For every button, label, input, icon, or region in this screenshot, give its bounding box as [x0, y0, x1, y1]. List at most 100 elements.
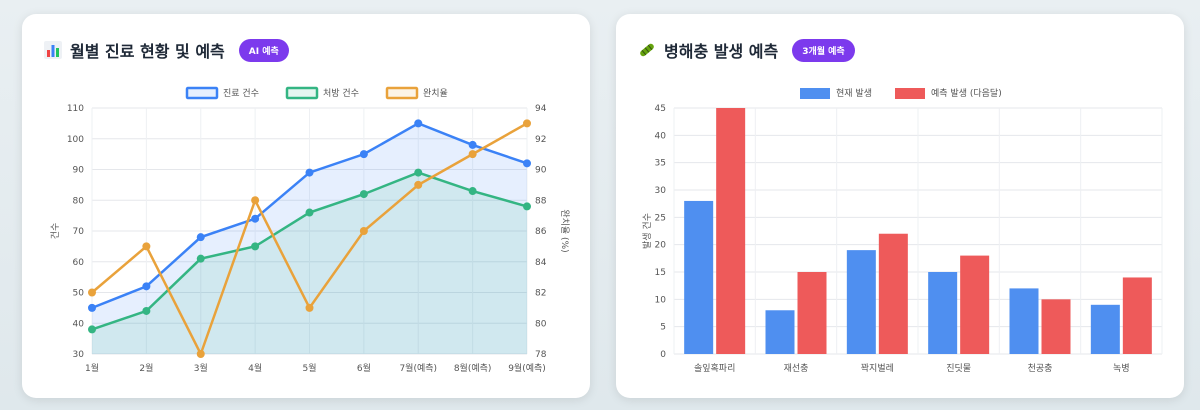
series-area: [92, 172, 527, 354]
legend-item: 현재 발생: [800, 88, 872, 99]
data-point: [142, 242, 151, 251]
x-tick-label: 7월(예측): [399, 362, 437, 374]
y2-tick-label: 80: [535, 319, 547, 329]
legend-label: 완치율: [423, 87, 448, 99]
y-tick-label: 15: [655, 268, 666, 278]
y-tick-label: 30: [655, 186, 667, 196]
bar-chart: 0 5 10 15 20 25 30 35 40 45 발생 건수 현재 발생 예측 발생 (다음달) 솔…: [642, 87, 1163, 374]
right-card-title: 병해충 발생 예측: [664, 42, 779, 61]
x-tick-label: 4월: [248, 362, 262, 374]
y-tick-label: 100: [67, 135, 84, 145]
bar: [765, 310, 795, 354]
x-tick-label: 천공충: [1028, 363, 1053, 374]
pest-forecast-card: 병해충 발생 예측 3개월 예측 0 5 10 15 20 25 30 35 40 45 발생 건수…: [616, 14, 1184, 398]
bar: [1041, 299, 1071, 354]
x-tick-label: 재선충: [784, 363, 809, 374]
data-point: [468, 140, 477, 149]
bar: [716, 108, 746, 354]
legend-item: 예측 발생 (다음달): [895, 87, 1002, 99]
y2-tick-label: 86: [535, 227, 547, 237]
right-card-header: 병해충 발생 예측 3개월 예측: [638, 38, 855, 62]
bar: [684, 200, 714, 354]
legend-item: 완치율: [385, 86, 448, 100]
legend-swatch: [185, 86, 219, 100]
x-tick-label: 5월: [302, 362, 316, 374]
y2-tick-label: 82: [535, 289, 546, 299]
monthly-treatment-card: 월별 진료 현황 및 예측 AI 예측 30 40 50 60 70 80 90 100 110…: [22, 14, 590, 398]
x-tick-label: 9월(예측): [508, 362, 546, 374]
left-card-header: 월별 진료 현황 및 예측 AI 예측: [44, 38, 289, 62]
data-point: [251, 196, 260, 205]
y-tick-label: 50: [73, 289, 85, 299]
data-point: [88, 303, 96, 312]
three-month-forecast-badge: 3개월 예측: [792, 38, 855, 62]
legend-label: 예측 발생 (다음달): [931, 87, 1002, 99]
y-tick-label: 90: [73, 166, 85, 176]
y-tick-label: 35: [655, 159, 666, 169]
data-point: [196, 254, 205, 263]
data-point: [414, 180, 423, 189]
legend-item: 진료 건수: [185, 86, 259, 100]
y2-tick-label: 92: [535, 135, 546, 145]
data-point: [305, 168, 314, 177]
data-point: [251, 242, 260, 251]
y-tick-label: 80: [73, 196, 85, 206]
data-point: [468, 187, 477, 196]
y-tick-label: 60: [73, 258, 85, 268]
data-point: [468, 150, 477, 159]
bar: [1009, 288, 1039, 354]
ai-forecast-badge: AI 예측: [238, 38, 289, 62]
x-tick-label: 꽉지벌레: [861, 362, 894, 374]
legend-label: 현재 발생: [836, 88, 872, 99]
y-tick-label: 5: [660, 323, 666, 333]
x-tick-label: 2월: [139, 362, 153, 374]
x-tick-label: 녹병: [1113, 363, 1130, 374]
x-tick-label: 솔잎혹파리: [694, 362, 735, 374]
data-point: [142, 282, 151, 291]
y-tick-label: 40: [655, 131, 667, 141]
y2-tick-label: 84: [535, 258, 547, 268]
data-point: [523, 202, 531, 211]
y2-axis-label: 완치율 (%): [559, 209, 571, 252]
y-tick-label: 10: [655, 295, 667, 305]
data-point: [142, 306, 151, 315]
data-point: [359, 190, 368, 199]
worm-icon: [640, 43, 654, 57]
legend-swatch: [385, 86, 419, 100]
left-card-title: 월별 진료 현황 및 예측: [70, 42, 225, 61]
legend-item: 처방 건수: [285, 86, 359, 100]
legend-swatch: [285, 86, 319, 100]
y2-tick-label: 88: [535, 196, 547, 206]
legend-swatch: [895, 88, 925, 99]
bar: [928, 272, 958, 354]
bar: [878, 233, 908, 354]
y2-tick-label: 90: [535, 166, 547, 176]
y-axis-label: 건수: [50, 223, 61, 240]
y-tick-label: 110: [67, 104, 84, 114]
data-point: [305, 303, 314, 312]
legend-label: 처방 건수: [323, 87, 359, 99]
data-point: [196, 350, 205, 358]
data-point: [414, 119, 423, 128]
y-tick-label: 40: [73, 319, 85, 329]
y-tick-label: 0: [660, 350, 666, 360]
data-point: [88, 325, 96, 334]
data-point: [88, 288, 96, 297]
y2-tick-label: 78: [535, 350, 547, 360]
x-tick-label: 8월(예측): [454, 362, 492, 374]
y-tick-label: 45: [655, 104, 666, 114]
y-tick-label: 70: [73, 227, 85, 237]
x-tick-label: 진딧물: [946, 363, 971, 374]
data-point: [359, 150, 368, 159]
bar: [797, 272, 827, 354]
y2-tick-label: 94: [535, 104, 547, 114]
legend-label: 진료 건수: [223, 88, 259, 99]
y-axis-label: 발생 건수: [642, 213, 653, 249]
data-point: [305, 208, 314, 217]
legend-swatch: [800, 88, 830, 99]
data-point: [414, 168, 423, 177]
data-point: [523, 119, 531, 128]
y-tick-label: 20: [655, 241, 667, 251]
data-point: [196, 233, 205, 242]
y-tick-label: 30: [73, 350, 85, 360]
